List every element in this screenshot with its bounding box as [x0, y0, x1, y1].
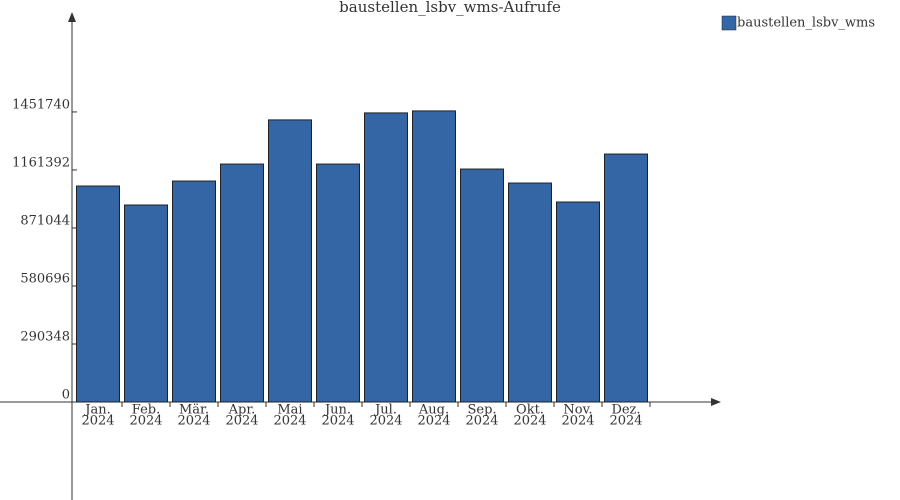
bar	[124, 204, 168, 403]
bar	[172, 180, 216, 403]
bar	[508, 182, 552, 403]
bar	[220, 163, 264, 403]
x-axis-arrow	[711, 398, 721, 406]
y-tick-label: 1161392	[12, 155, 70, 170]
x-tick-label: Dez.	[611, 403, 640, 418]
x-tick-label: Mär.	[179, 403, 209, 418]
bar	[76, 185, 120, 403]
x-tick-label: 2024	[417, 414, 450, 429]
legend-label: baustellen_lsbv_wms	[737, 16, 875, 31]
bar	[604, 153, 648, 403]
chart-title: baustellen_lsbv_wms-Aufrufe	[339, 0, 561, 16]
x-tick-label: 2024	[369, 414, 402, 429]
x-tick-label: Jan.	[83, 403, 110, 418]
y-tick-label: 871044	[20, 213, 70, 228]
y-tick-label: 1451740	[12, 97, 70, 112]
y-axis-arrow	[68, 12, 76, 22]
x-tick-label: 2024	[273, 414, 306, 429]
x-tick-label: Jul.	[373, 403, 397, 418]
x-tick-label: Aug.	[418, 403, 449, 418]
x-tick-label: 2024	[465, 414, 498, 429]
x-tick-label: 2024	[177, 414, 210, 429]
x-tick-label: 2024	[225, 414, 258, 429]
bar	[556, 201, 600, 403]
x-tick-label: 2024	[561, 414, 594, 429]
bar	[268, 119, 312, 403]
x-tick-label: Okt.	[516, 403, 544, 418]
x-tick-label: Nov.	[563, 403, 592, 418]
x-tick-label: 2024	[321, 414, 354, 429]
y-tick-label: 580696	[20, 271, 70, 286]
x-tick-label: Apr.	[228, 403, 256, 418]
y-tick-label: 0	[62, 388, 70, 403]
x-tick-label: Jun.	[323, 403, 351, 418]
x-tick-label: 2024	[129, 414, 162, 429]
x-tick-label: Feb.	[132, 403, 160, 418]
y-tick-label: 290348	[20, 329, 70, 344]
bar	[412, 110, 456, 403]
bar	[460, 168, 504, 403]
x-tick-label: Sep.	[467, 403, 496, 418]
bar	[364, 112, 408, 403]
x-tick-label: 2024	[81, 414, 114, 429]
bar	[316, 163, 360, 403]
x-tick-label: Mai	[277, 403, 302, 418]
x-tick-label: 2024	[513, 414, 546, 429]
legend-swatch	[721, 15, 737, 31]
x-tick-label: 2024	[609, 414, 642, 429]
